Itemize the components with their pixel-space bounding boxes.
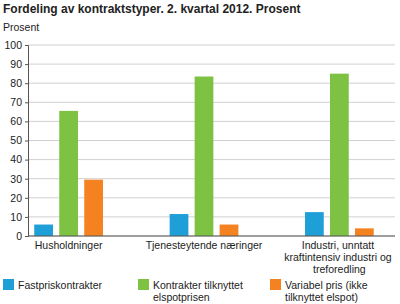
y-axis-title: Prosent — [3, 21, 39, 33]
tick: 40 — [10, 153, 28, 165]
legend-swatch — [138, 279, 149, 290]
tick-mark — [25, 141, 28, 142]
legend-item: Fastpriskontrakter — [3, 279, 103, 291]
bar — [195, 77, 214, 236]
tick-label: 90 — [10, 58, 22, 70]
legend-label: Variabel pris (ikke tilknyttet elspot) — [285, 279, 371, 303]
tick-mark — [25, 179, 28, 180]
grid-line — [28, 45, 395, 46]
legend-swatch — [3, 279, 14, 290]
tick-mark — [25, 64, 28, 65]
tick: 70 — [10, 96, 28, 108]
tick: 10 — [10, 211, 28, 223]
tick-mark — [25, 45, 28, 46]
legend-label: Kontrakter tilknyttet elspotprisen — [153, 279, 246, 303]
x-axis-line — [28, 236, 395, 237]
title: Fordeling av kontraktstyper. 2. kvartal … — [3, 2, 300, 16]
chart: Fordeling av kontraktstyper. 2. kvartal … — [0, 0, 400, 304]
tick-mark — [25, 102, 28, 103]
tick: 100 — [4, 39, 28, 51]
bars — [34, 74, 374, 236]
bar — [330, 74, 349, 236]
tick-label: 100 — [4, 39, 22, 51]
tick-mark — [25, 83, 28, 84]
tick: 0 — [16, 230, 28, 242]
legend-label: Fastpriskontrakter — [18, 279, 103, 291]
category-label: Tjenesteytende næringer — [146, 239, 263, 251]
tick-mark — [25, 160, 28, 161]
tick-label: 20 — [10, 192, 22, 204]
tick: 50 — [10, 134, 28, 146]
category-label: Husholdninger — [35, 239, 103, 251]
tick-label: 10 — [10, 211, 22, 223]
tick-label: 70 — [10, 96, 22, 108]
tick-label: 60 — [10, 115, 22, 127]
bar — [305, 212, 324, 236]
tick: 90 — [10, 58, 28, 70]
tick-label: 30 — [10, 173, 22, 185]
category-label: Industri, unntatt kraftintensiv industri… — [284, 239, 394, 275]
grid — [28, 45, 395, 236]
tick-mark — [25, 217, 28, 218]
grid-line — [28, 64, 395, 65]
tick: 80 — [10, 77, 28, 89]
tick-label: 0 — [16, 230, 22, 242]
y-axis: 0 10 20 30 40 50 60 70 80 90 100 — [4, 39, 28, 242]
tick-mark — [25, 198, 28, 199]
bar — [355, 228, 374, 236]
y-axis-line — [25, 46, 29, 237]
tick-label: 80 — [10, 77, 22, 89]
bar — [84, 180, 103, 236]
bar — [34, 225, 53, 236]
tick: 20 — [10, 192, 28, 204]
tick-mark — [25, 236, 28, 237]
legend-item: Variabel pris (ikke tilknyttet elspot) — [270, 279, 371, 303]
tick-label: 50 — [10, 134, 22, 146]
legend-swatch — [270, 279, 281, 290]
bar — [170, 214, 189, 236]
legend-item: Kontrakter tilknyttet elspotprisen — [138, 279, 246, 303]
bar — [59, 111, 78, 236]
tick-mark — [25, 121, 28, 122]
tick: 60 — [10, 115, 28, 127]
tick-label: 40 — [10, 153, 22, 165]
bar — [220, 225, 239, 236]
tick: 30 — [10, 173, 28, 185]
grid-line — [28, 236, 395, 237]
